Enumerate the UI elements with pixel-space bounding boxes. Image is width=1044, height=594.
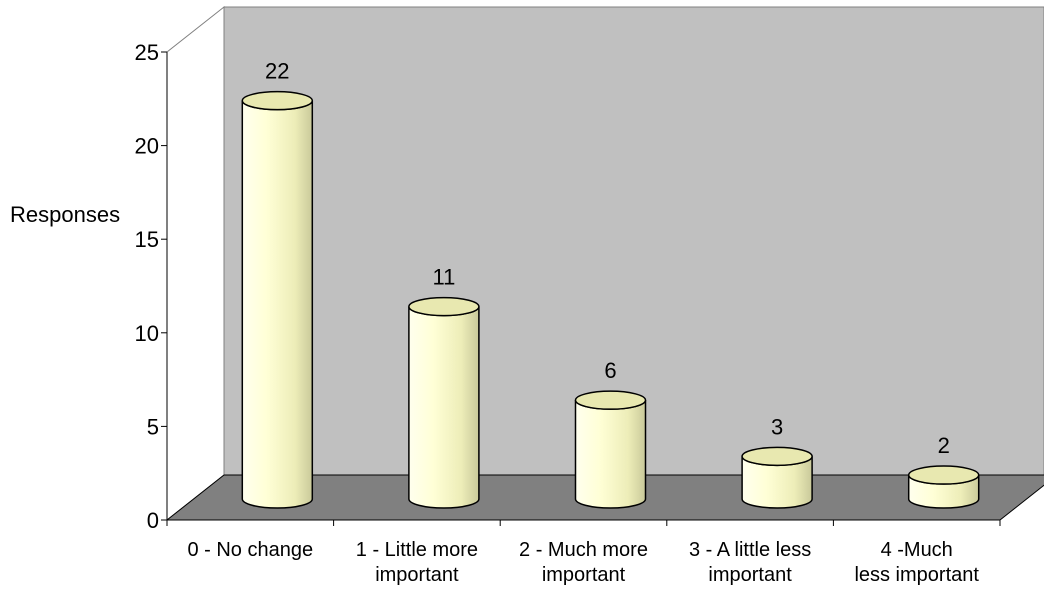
labels: 22 11 6 3 2 (265, 59, 950, 458)
bar (241, 90, 314, 509)
bar (408, 296, 480, 509)
y-tick-label: 15 (135, 227, 159, 252)
bar (574, 390, 647, 509)
bars (241, 90, 980, 509)
x-category-label: important (542, 564, 626, 586)
x-category-label: 4 -Much (881, 539, 953, 561)
x-category-label: 3 - A little less (689, 539, 811, 561)
y-tick-label: 0 (147, 508, 159, 533)
data-label: 11 (432, 265, 455, 290)
data-label: 6 (604, 358, 616, 383)
bar-top (408, 296, 480, 317)
data-label: 2 (938, 433, 950, 458)
y-axis-title: Responses (10, 202, 120, 227)
bar-top (241, 90, 314, 111)
bar-top (574, 390, 647, 410)
x-category-label: 0 - No change (187, 539, 313, 561)
data-label: 22 (265, 59, 289, 84)
bar (907, 465, 980, 509)
y-tick-label: 25 (135, 40, 159, 65)
x-category-label: 1 - Little more (356, 539, 478, 561)
x-category-label: less important (854, 564, 979, 586)
x-category-label: 2 - Much more (519, 539, 648, 561)
y-axis: 0 5 10 15 20 25 (135, 40, 168, 533)
x-category-label: important (375, 564, 459, 586)
y-tick-label: 5 (147, 414, 159, 439)
data-label: 3 (771, 414, 783, 439)
bar-top (907, 465, 980, 485)
bar (741, 446, 813, 509)
bar-top (741, 446, 813, 467)
x-axis: 0 - No change 1 - Little more important 2 -… (166, 519, 1001, 586)
y-tick-label: 10 (135, 321, 159, 346)
x-category-label: important (708, 564, 792, 586)
bar-body (574, 400, 647, 509)
y-tick-label: 20 (135, 134, 159, 159)
bar-body (241, 100, 314, 509)
side-wall (166, 5, 225, 522)
bar-body (408, 306, 480, 509)
